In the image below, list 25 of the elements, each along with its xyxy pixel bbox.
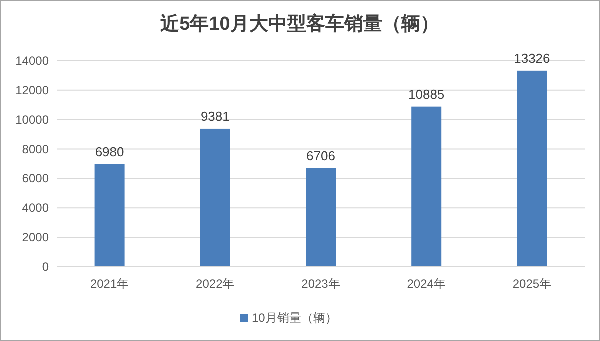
y-tick-label: 14000 [16, 54, 50, 68]
y-tick-label: 12000 [16, 83, 50, 98]
data-label: 6706 [306, 148, 336, 164]
y-tick-label: 6000 [22, 172, 50, 186]
bar [412, 106, 442, 267]
x-tick-label: 2024年 [407, 277, 446, 291]
y-tick-label: 4000 [22, 201, 50, 216]
data-label: 6980 [95, 144, 124, 160]
y-tick-label: 2000 [22, 230, 50, 245]
x-tick-label: 2025年 [512, 277, 552, 291]
data-label: 10885 [408, 86, 445, 102]
y-tick-label: 0 [42, 260, 50, 274]
y-tick-label: 10000 [16, 112, 50, 127]
data-label: 9381 [200, 108, 230, 124]
x-tick-label: 2022年 [196, 277, 235, 291]
x-tick-label: 2021年 [90, 277, 130, 291]
legend-label: 10月销量（辆） [252, 311, 338, 325]
bar [517, 70, 548, 267]
y-tick-label: 8000 [22, 142, 50, 156]
bar [200, 128, 230, 267]
x-tick-label: 2023年 [302, 277, 340, 291]
bar [306, 168, 336, 267]
bar [94, 164, 125, 267]
data-label: 13326 [514, 50, 550, 66]
chart-title: 近5年10月大中型客车销量（辆） [160, 13, 440, 35]
